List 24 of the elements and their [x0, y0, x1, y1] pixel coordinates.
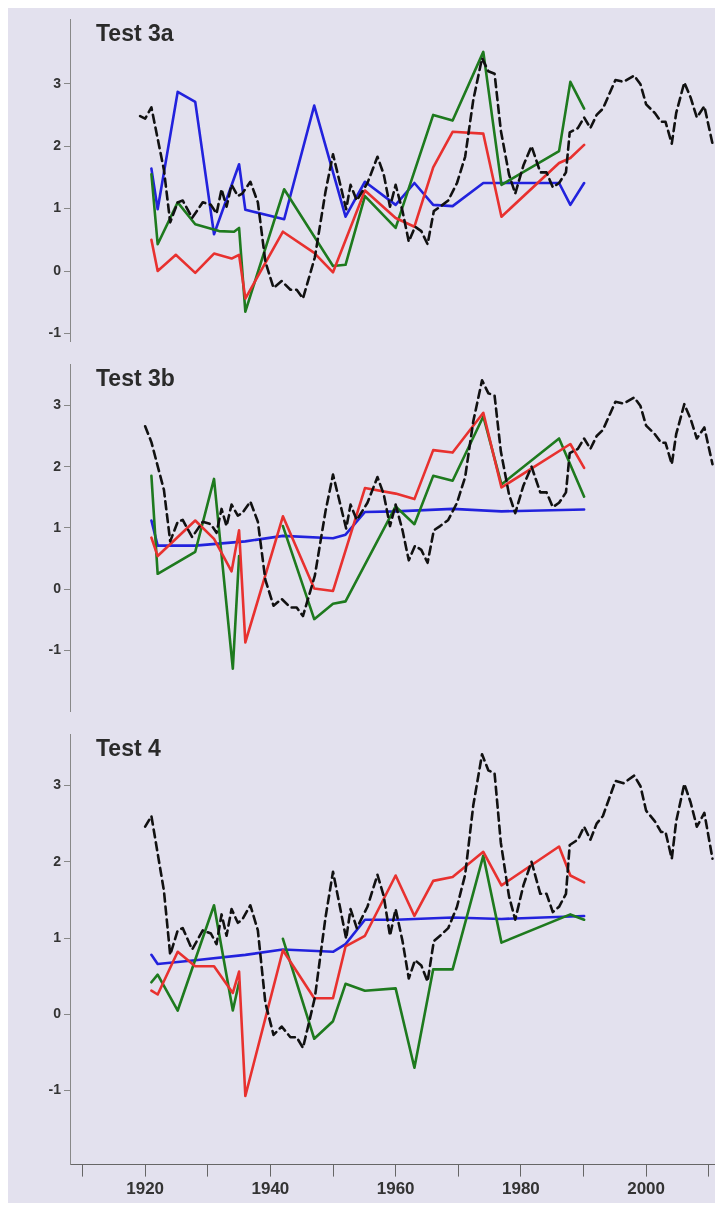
y-tick-label: 0 — [53, 579, 62, 596]
y-tick-label: -1 — [48, 324, 62, 341]
chart-title: Test 4 — [96, 735, 161, 762]
y-tick-label: 3 — [53, 776, 62, 793]
line-series — [138, 56, 714, 300]
y-tick-label: 0 — [53, 261, 62, 278]
x-tick-label: 1960 — [376, 1179, 415, 1199]
x-tick-label: 1920 — [126, 1179, 165, 1199]
x-tick-label: 1980 — [501, 1179, 540, 1199]
chart-title: Test 3a — [96, 20, 174, 47]
y-tick-label: 2 — [53, 137, 62, 154]
y-tick-label: 1 — [53, 518, 62, 535]
x-tick-label: 2000 — [627, 1179, 666, 1199]
y-tick-label: -1 — [48, 641, 62, 658]
y-tick-label: 1 — [53, 928, 62, 945]
y-tick-label: 3 — [53, 74, 62, 91]
y-tick-label: 2 — [53, 852, 62, 869]
x-tick-label: 1940 — [251, 1179, 290, 1199]
chart-title: Test 3b — [96, 365, 175, 392]
y-tick-label: 3 — [53, 396, 62, 413]
y-tick-label: -1 — [48, 1081, 62, 1098]
y-tick-label: 0 — [53, 1005, 62, 1022]
y-tick-label: 2 — [53, 457, 62, 474]
y-tick-label: 1 — [53, 199, 62, 216]
